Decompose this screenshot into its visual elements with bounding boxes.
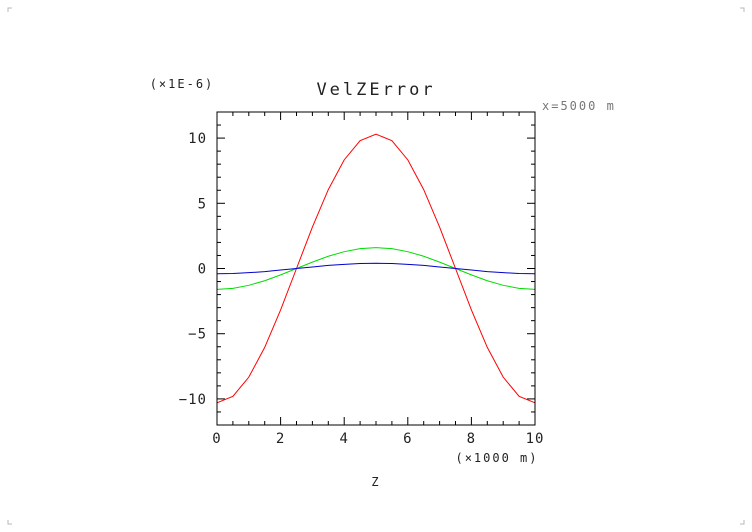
chart-title: VelZError (316, 80, 435, 100)
y-tick-label: 10 (188, 131, 207, 147)
y-multiplier-label: (×1E-6) (150, 77, 215, 91)
x-axis-label: Z (371, 475, 380, 489)
page-corner-marks (7, 7, 745, 525)
series-line-1 (216, 133, 536, 404)
series-line-2 (216, 247, 536, 290)
x-tick-label: 2 (276, 431, 285, 447)
corner-mark-bottom-left (7, 520, 12, 525)
corner-mark-top-right (740, 7, 745, 12)
y-tick-label: −5 (188, 327, 207, 343)
x-tick-label: 6 (403, 431, 412, 447)
corner-mark-bottom-right (740, 520, 745, 525)
position-annotation: x=5000 m (542, 99, 616, 113)
x-tick-label: 8 (467, 431, 476, 447)
y-tick-label: 5 (198, 196, 207, 212)
data-series (216, 133, 536, 404)
x-unit-label: (×1000 m) (455, 451, 538, 465)
axis-tick-labels: 0 2 4 6 8 10 10 5 0 −5 −10 (179, 131, 545, 447)
x-tick-label: 4 (339, 431, 348, 447)
x-tick-label: 10 (526, 431, 545, 447)
axis-ticks (216, 111, 536, 426)
x-tick-label: 0 (212, 431, 221, 447)
corner-mark-top-left (7, 7, 12, 12)
plot-frame (216, 111, 536, 426)
y-tick-label: −10 (179, 392, 207, 408)
series-line-3 (216, 262, 536, 275)
y-tick-label: 0 (198, 262, 207, 278)
